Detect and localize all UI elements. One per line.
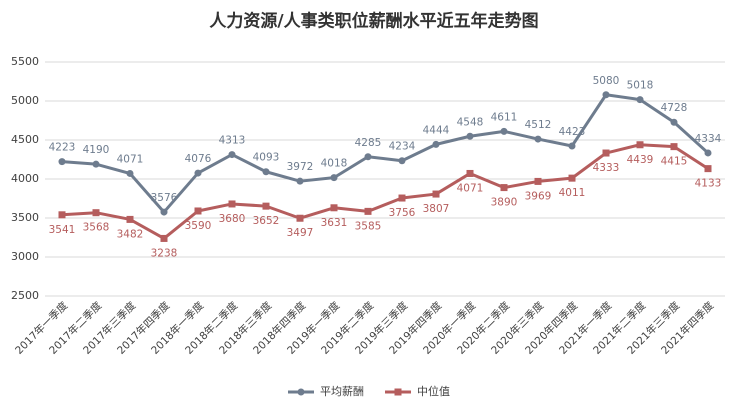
data-point (296, 177, 304, 185)
legend-marker (394, 388, 402, 396)
value-label: 3590 (185, 220, 212, 232)
value-label: 4334 (695, 133, 722, 145)
data-point (500, 127, 508, 135)
series-line (61, 143, 709, 240)
value-label: 3969 (525, 190, 552, 202)
value-label: 4548 (457, 116, 484, 128)
data-point (296, 214, 304, 222)
chart-title: 人力资源/人事类职位薪酬水平近五年走势图 (209, 11, 538, 32)
data-point (58, 211, 66, 219)
y-tick-label: 2500 (11, 289, 39, 302)
value-label: 3972 (287, 161, 314, 173)
data-point (466, 169, 474, 177)
y-tick-label: 4000 (11, 172, 39, 185)
value-label: 4093 (253, 152, 280, 164)
data-point (432, 140, 440, 148)
data-point (670, 143, 678, 151)
data-point (568, 142, 576, 150)
value-label: 3680 (219, 213, 246, 225)
data-point (262, 202, 270, 210)
value-label: 3568 (83, 222, 110, 234)
data-point (194, 169, 202, 177)
data-point (636, 141, 644, 149)
legend-label: 中位值 (417, 384, 450, 398)
data-point (330, 204, 338, 212)
data-point (364, 207, 372, 215)
value-label: 4018 (321, 158, 348, 170)
data-point (126, 215, 134, 223)
value-label: 4076 (185, 153, 212, 165)
value-label: 5018 (627, 80, 654, 92)
legend-label: 平均薪酬 (320, 385, 364, 398)
value-label: 4333 (593, 162, 620, 174)
data-point (160, 208, 168, 216)
data-point (534, 135, 542, 143)
value-label: 4415 (661, 156, 688, 168)
value-label: 4071 (457, 182, 484, 194)
value-label: 4439 (627, 154, 654, 166)
y-tick-label: 3000 (11, 250, 39, 263)
value-label: 3585 (355, 220, 382, 232)
value-label: 4234 (389, 141, 416, 153)
value-label: 4611 (491, 111, 518, 123)
value-label: 3497 (287, 227, 314, 239)
data-point (704, 165, 712, 173)
value-label: 4313 (219, 135, 246, 147)
value-label: 3807 (423, 203, 450, 215)
y-tick-label: 4500 (11, 133, 39, 146)
data-point (92, 209, 100, 217)
data-point (194, 207, 202, 215)
y-tick-label: 5500 (11, 55, 39, 68)
value-label: 3482 (117, 228, 144, 240)
data-point (432, 190, 440, 198)
value-label: 3890 (491, 197, 518, 209)
data-point (160, 234, 168, 242)
data-point (500, 184, 508, 192)
data-point (228, 200, 236, 208)
value-label: 3756 (389, 207, 416, 219)
data-point (602, 149, 610, 157)
data-point (92, 160, 100, 168)
value-label: 3576 (151, 192, 178, 204)
data-point (228, 151, 236, 159)
data-point (398, 157, 406, 165)
value-label: 3652 (253, 215, 280, 227)
data-point (262, 168, 270, 176)
data-point (534, 177, 542, 185)
value-label: 4444 (423, 124, 450, 136)
data-point (398, 194, 406, 202)
value-label: 3631 (321, 217, 348, 229)
value-label: 3238 (151, 247, 178, 259)
data-point (330, 174, 338, 182)
value-label: 4133 (695, 178, 722, 190)
legend-marker (297, 388, 305, 396)
value-label: 4011 (559, 187, 586, 199)
value-label: 4190 (83, 144, 110, 156)
value-label: 4223 (49, 142, 76, 154)
data-point (602, 91, 610, 99)
data-point (466, 132, 474, 140)
data-point (364, 153, 372, 161)
series-line (61, 93, 710, 214)
data-point (126, 169, 134, 177)
value-label: 4285 (355, 137, 382, 149)
value-label: 4728 (661, 102, 688, 114)
data-point (670, 118, 678, 126)
value-label: 3541 (49, 224, 76, 236)
y-tick-label: 5000 (11, 94, 39, 107)
data-point (58, 158, 66, 166)
data-point (704, 149, 712, 157)
value-label: 4071 (117, 153, 144, 165)
value-label: 4423 (559, 126, 586, 138)
value-label: 4512 (525, 119, 552, 131)
value-label: 5080 (593, 75, 620, 87)
data-point (568, 174, 576, 182)
data-point (636, 96, 644, 104)
y-tick-label: 3500 (11, 211, 39, 224)
